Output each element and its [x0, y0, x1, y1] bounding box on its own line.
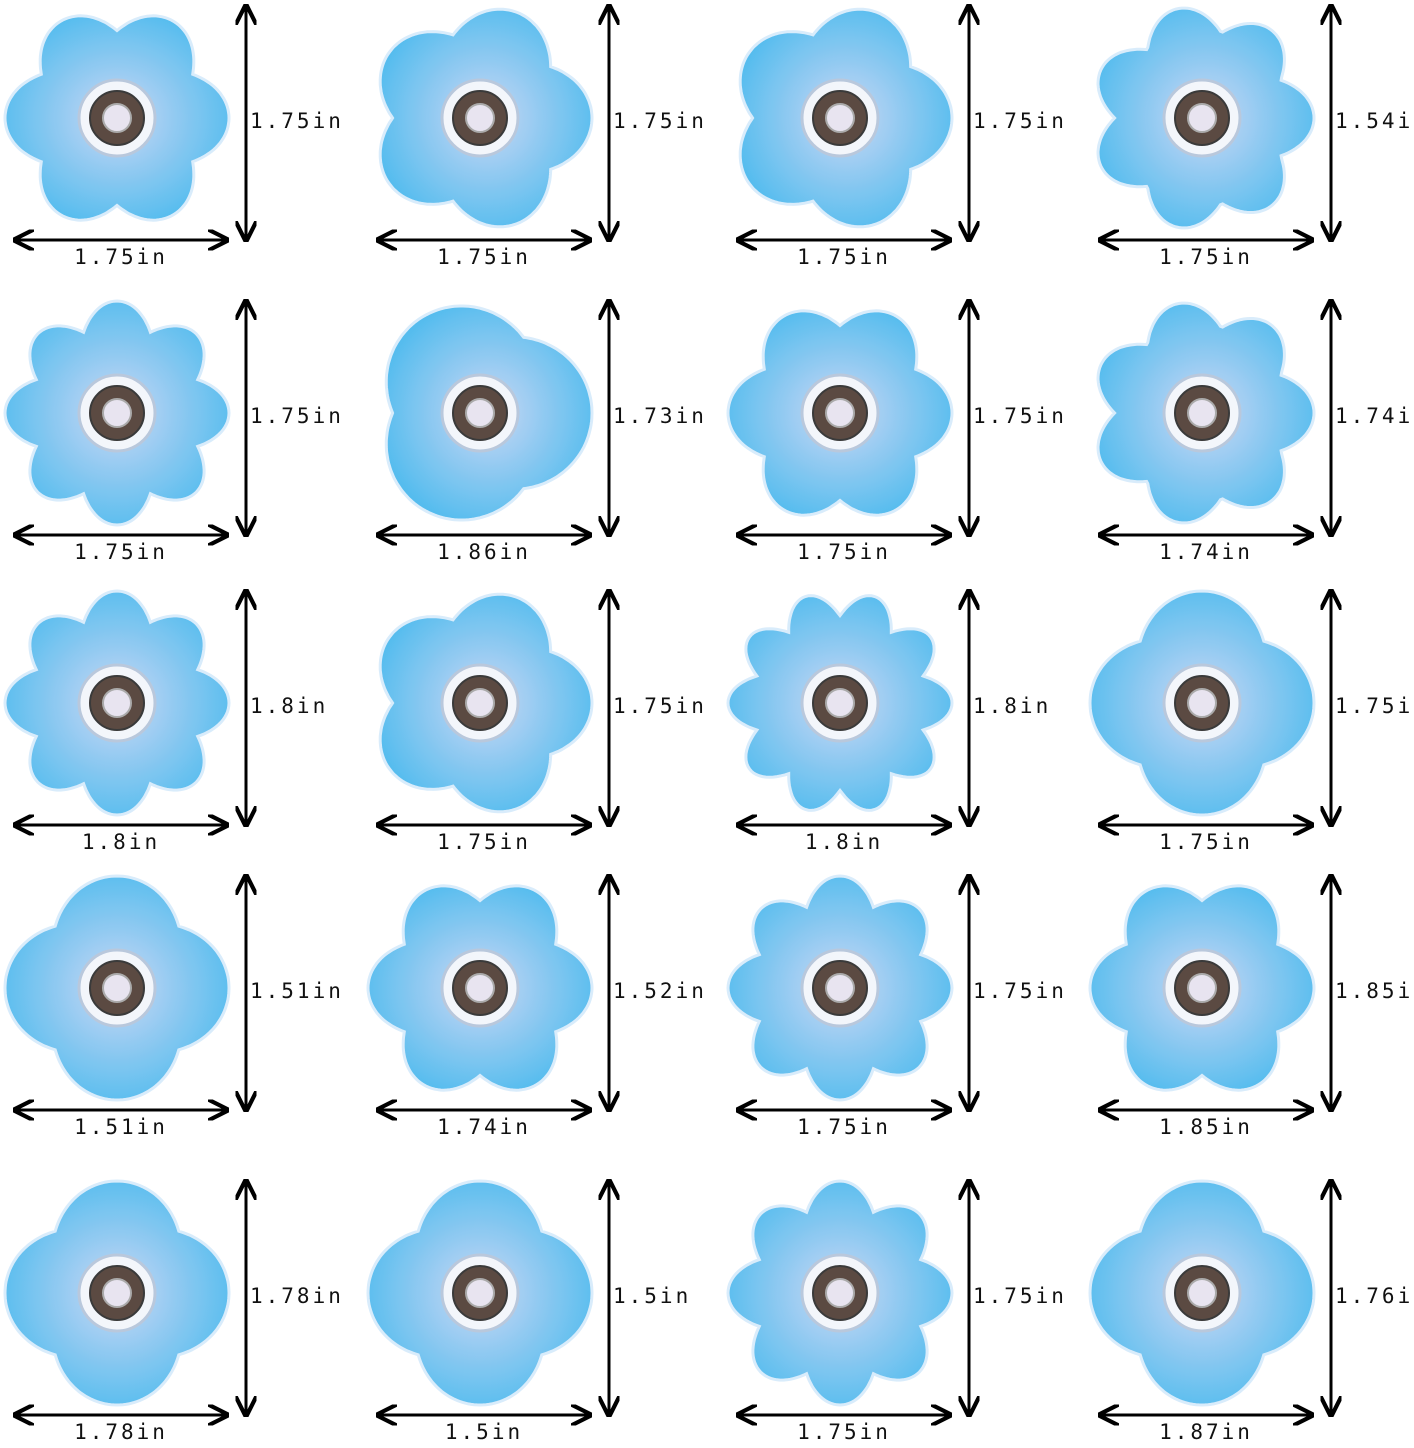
height-label: 1.76in: [1335, 1284, 1414, 1308]
width-label: 1.8in: [805, 830, 883, 854]
bearing-cap: [465, 103, 495, 133]
spinner-item: 1.52in 1.74in: [366, 876, 707, 1139]
spinner-item: 1.76in 1.87in: [1088, 1181, 1414, 1444]
bearing-cap: [825, 103, 855, 133]
height-label: 1.78in: [250, 1284, 344, 1308]
height-label: 1.75in: [973, 404, 1067, 428]
spinner-item: 1.73in 1.86in: [378, 301, 707, 564]
height-label: 1.52in: [613, 979, 707, 1003]
height-label: 1.75in: [613, 109, 707, 133]
spinner-item: 1.75in 1.75in: [726, 301, 1067, 564]
height-label: 1.75in: [250, 404, 344, 428]
height-label: 1.8in: [973, 694, 1051, 718]
width-label: 1.85in: [1159, 1115, 1253, 1139]
spinner-item: 1.75in 1.75in: [738, 6, 1067, 269]
spinner-item: 1.75in 1.75in: [1088, 591, 1414, 854]
spinner-item: 1.5in 1.5in: [366, 1181, 691, 1444]
spinner-item: 1.78in 1.78in: [3, 1181, 344, 1444]
bearing-cap: [1187, 1278, 1217, 1308]
height-label: 1.75in: [250, 109, 344, 133]
width-label: 1.75in: [74, 245, 168, 269]
width-label: 1.75in: [1159, 830, 1253, 854]
width-label: 1.51in: [74, 1115, 168, 1139]
height-label: 1.74in: [1335, 404, 1414, 428]
bearing-cap: [465, 688, 495, 718]
height-label: 1.75in: [973, 109, 1067, 133]
spinner-item: 1.75in 1.75in: [3, 6, 344, 269]
bearing-cap: [825, 688, 855, 718]
width-label: 1.75in: [797, 245, 891, 269]
height-label: 1.85in: [1335, 979, 1414, 1003]
width-label: 1.75in: [437, 245, 531, 269]
width-label: 1.87in: [1159, 1420, 1253, 1444]
width-label: 1.75in: [797, 1420, 891, 1444]
spinner-item: 1.51in 1.51in: [3, 876, 344, 1139]
width-label: 1.86in: [437, 540, 531, 564]
bearing-cap: [102, 688, 132, 718]
width-label: 1.74in: [1159, 540, 1253, 564]
spinner-item: 1.75in 1.75in: [3, 301, 344, 564]
width-label: 1.8in: [82, 830, 160, 854]
bearing-cap: [1187, 398, 1217, 428]
spinner-item: 1.75in 1.75in: [726, 876, 1067, 1139]
height-label: 1.75in: [613, 694, 707, 718]
width-label: 1.74in: [437, 1115, 531, 1139]
height-label: 1.54in: [1335, 109, 1414, 133]
spinner-item: 1.85in 1.85in: [1088, 876, 1414, 1139]
height-label: 1.5in: [613, 1284, 691, 1308]
bearing-cap: [1187, 973, 1217, 1003]
width-label: 1.78in: [74, 1420, 168, 1444]
bearing-cap: [825, 973, 855, 1003]
spinner-item: 1.75in 1.75in: [378, 591, 707, 854]
width-label: 1.75in: [1159, 245, 1253, 269]
height-label: 1.75in: [973, 979, 1067, 1003]
height-label: 1.73in: [613, 404, 707, 428]
height-label: 1.51in: [250, 979, 344, 1003]
bearing-cap: [825, 1278, 855, 1308]
spinner-item: 1.75in 1.75in: [726, 1181, 1067, 1444]
width-label: 1.75in: [74, 540, 168, 564]
bearing-cap: [465, 1278, 495, 1308]
bearing-cap: [465, 398, 495, 428]
spinner-item: 1.8in 1.8in: [726, 591, 1051, 854]
width-label: 1.75in: [797, 1115, 891, 1139]
height-label: 1.75in: [973, 1284, 1067, 1308]
height-label: 1.8in: [250, 694, 328, 718]
bearing-cap: [825, 398, 855, 428]
bearing-cap: [1187, 688, 1217, 718]
width-label: 1.75in: [437, 830, 531, 854]
spinner-item: 1.75in 1.75in: [378, 6, 707, 269]
bearing-cap: [465, 973, 495, 1003]
bearing-cap: [102, 398, 132, 428]
bearing-cap: [1187, 103, 1217, 133]
bearing-cap: [102, 1278, 132, 1308]
bearing-cap: [102, 103, 132, 133]
spinner-item: 1.74in 1.74in: [1096, 301, 1414, 564]
width-label: 1.5in: [445, 1420, 523, 1444]
height-label: 1.75in: [1335, 694, 1414, 718]
spinner-item: 1.54in 1.75in: [1096, 6, 1414, 269]
bearing-cap: [102, 973, 132, 1003]
spinner-item: 1.8in 1.8in: [3, 591, 328, 854]
width-label: 1.75in: [797, 540, 891, 564]
